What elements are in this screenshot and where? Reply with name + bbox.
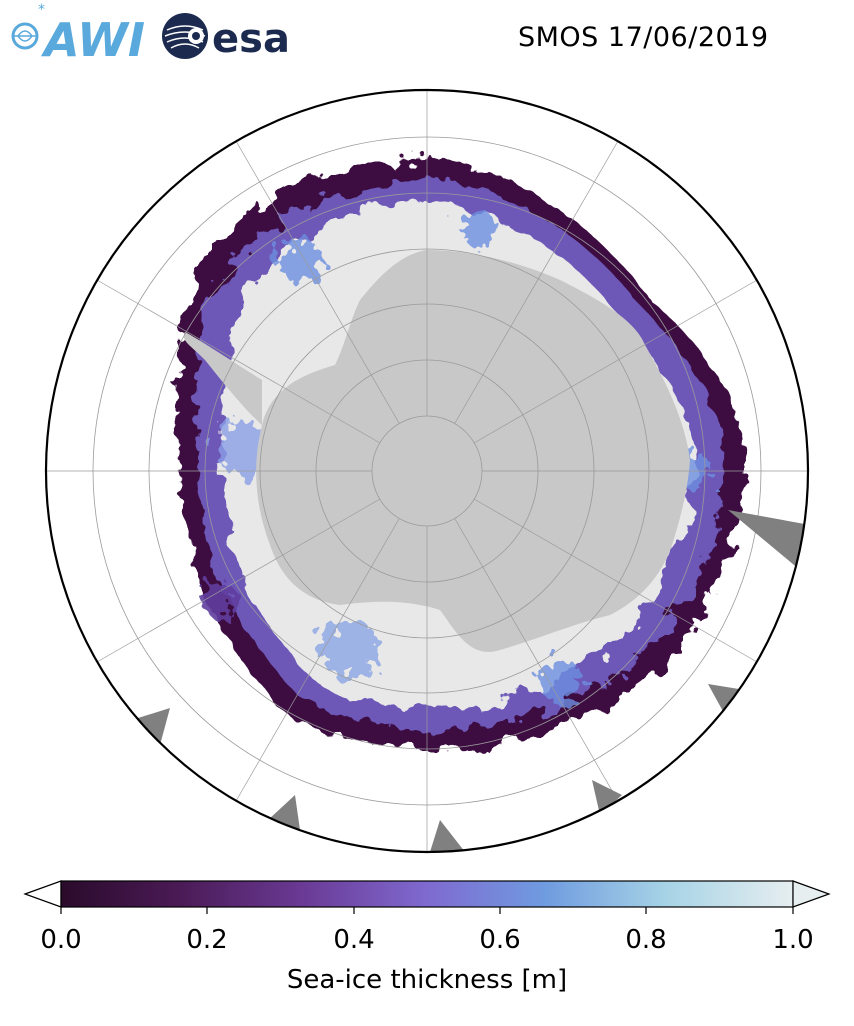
colorbar-gradient <box>60 880 794 908</box>
antarctica-land <box>256 250 690 652</box>
colorbar-over-triangle <box>792 880 831 908</box>
awi-logo-text: AWI <box>41 13 145 67</box>
colorbar-ticks <box>60 907 794 914</box>
longitude-grid <box>46 90 808 852</box>
colorbar-tick-label: 0.4 <box>333 925 375 955</box>
colorbar-tick-label: 1.0 <box>772 925 814 955</box>
antarctic-peninsula <box>183 332 262 425</box>
map-title: SMOS 17/06/2019 <box>518 22 769 53</box>
colorbar-tick-label: 0.0 <box>40 925 82 955</box>
svg-text:*: * <box>38 2 45 18</box>
colorbar-tick-label: 0.2 <box>186 925 228 955</box>
logos: * AWI esa <box>11 2 290 67</box>
esa-logo-icon <box>162 13 208 59</box>
esa-logo-text: esa <box>212 16 290 62</box>
sea-ice-texture <box>202 212 710 702</box>
map-frame <box>44 88 810 854</box>
colorbar-tick-label: 0.6 <box>479 925 521 955</box>
colorbar-under-triangle <box>23 880 62 908</box>
colorbar <box>23 880 831 914</box>
awi-logo-icon: * <box>11 2 45 50</box>
colorbar-tick-label: 0.8 <box>625 925 667 955</box>
colorbar-label: Sea-ice thickness [m] <box>286 965 568 995</box>
